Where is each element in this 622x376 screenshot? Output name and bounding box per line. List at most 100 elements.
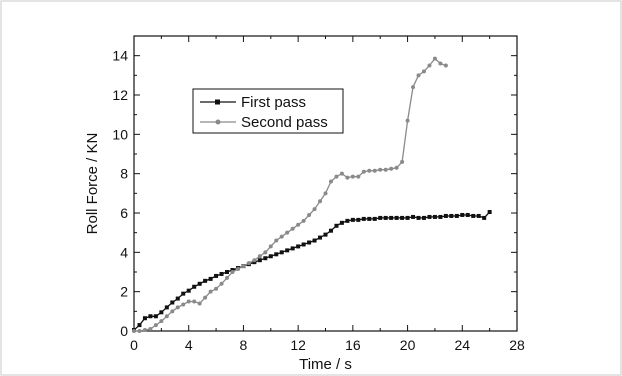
data-point [208,276,213,281]
data-point [252,258,257,263]
data-point [378,167,383,172]
data-point [137,329,142,333]
data-point [153,314,158,319]
data-point [170,300,175,305]
data-point [263,256,268,261]
data-point [339,171,344,176]
data-point [307,240,312,245]
x-tick-label: 12 [290,337,306,353]
data-series [132,56,492,333]
data-point [367,216,372,221]
data-point [328,179,333,184]
data-point [186,288,191,293]
data-point [175,296,180,301]
data-point [339,220,344,225]
series-line [134,57,447,332]
data-point [203,278,208,283]
data-point [192,284,197,289]
data-point [274,252,279,257]
data-point [372,168,377,173]
data-point [197,301,202,306]
x-axis-title: Time / s [299,356,352,373]
data-point [361,216,366,221]
legend-marker-second-pass [215,119,221,125]
data-point [307,212,312,217]
data-point [482,215,487,220]
data-point [246,261,251,266]
data-point [197,281,202,286]
data-point [400,215,405,220]
data-point [405,118,410,123]
x-tick-label: 0 [130,337,138,353]
x-tick-label: 20 [400,337,416,353]
data-point [181,291,186,296]
y-axis-title: Roll Force / KN [84,133,101,235]
data-point [328,228,333,233]
legend-label-second-pass: Second pass [241,114,328,131]
data-point [312,238,317,243]
x-tick-label: 24 [454,337,470,353]
data-point [323,191,328,196]
series-first-pass [132,210,492,333]
data-point [476,213,481,218]
data-point [268,254,273,259]
data-point [132,329,136,333]
data-point [230,270,235,274]
data-point [175,305,180,310]
x-tick-label: 4 [185,337,193,353]
data-point [471,213,476,218]
data-point [383,167,388,172]
data-point [296,222,301,227]
data-point [454,213,459,218]
data-point [148,314,153,319]
data-point [279,234,284,239]
x-tick-label: 8 [240,337,248,353]
data-point [301,218,306,223]
data-point [142,316,147,321]
y-tick-label: 14 [112,48,128,64]
data-point [383,215,388,220]
legend-label-first-pass: First pass [241,94,306,111]
data-point [285,248,290,253]
data-point [137,323,142,328]
data-point [318,235,323,240]
data-point [487,210,492,215]
data-point [208,289,213,294]
data-point [427,214,432,219]
data-point [334,174,339,179]
data-point [405,215,410,220]
data-point [296,244,301,249]
data-point [416,215,421,220]
data-point [263,250,268,255]
data-point [416,73,421,78]
y-tick-label: 8 [120,166,128,182]
data-point [389,166,394,171]
data-point [235,267,240,272]
data-point [159,319,164,324]
y-tick-label: 0 [120,323,128,339]
data-point [465,212,470,217]
data-point [356,217,361,222]
data-point [257,254,262,259]
data-point [225,275,230,280]
data-point [438,214,443,219]
data-point [312,207,317,212]
data-point [460,212,465,217]
data-point [334,223,339,228]
data-point [186,299,191,304]
data-point [142,328,147,333]
data-point [421,69,426,74]
data-point [350,217,355,222]
data-point [285,230,290,235]
data-point [400,159,405,164]
data-point [356,174,361,179]
data-point [394,165,399,170]
data-point [164,314,169,319]
y-tick-label: 2 [120,284,128,300]
data-point [164,305,169,310]
data-point [411,85,416,90]
data-point [219,281,224,286]
